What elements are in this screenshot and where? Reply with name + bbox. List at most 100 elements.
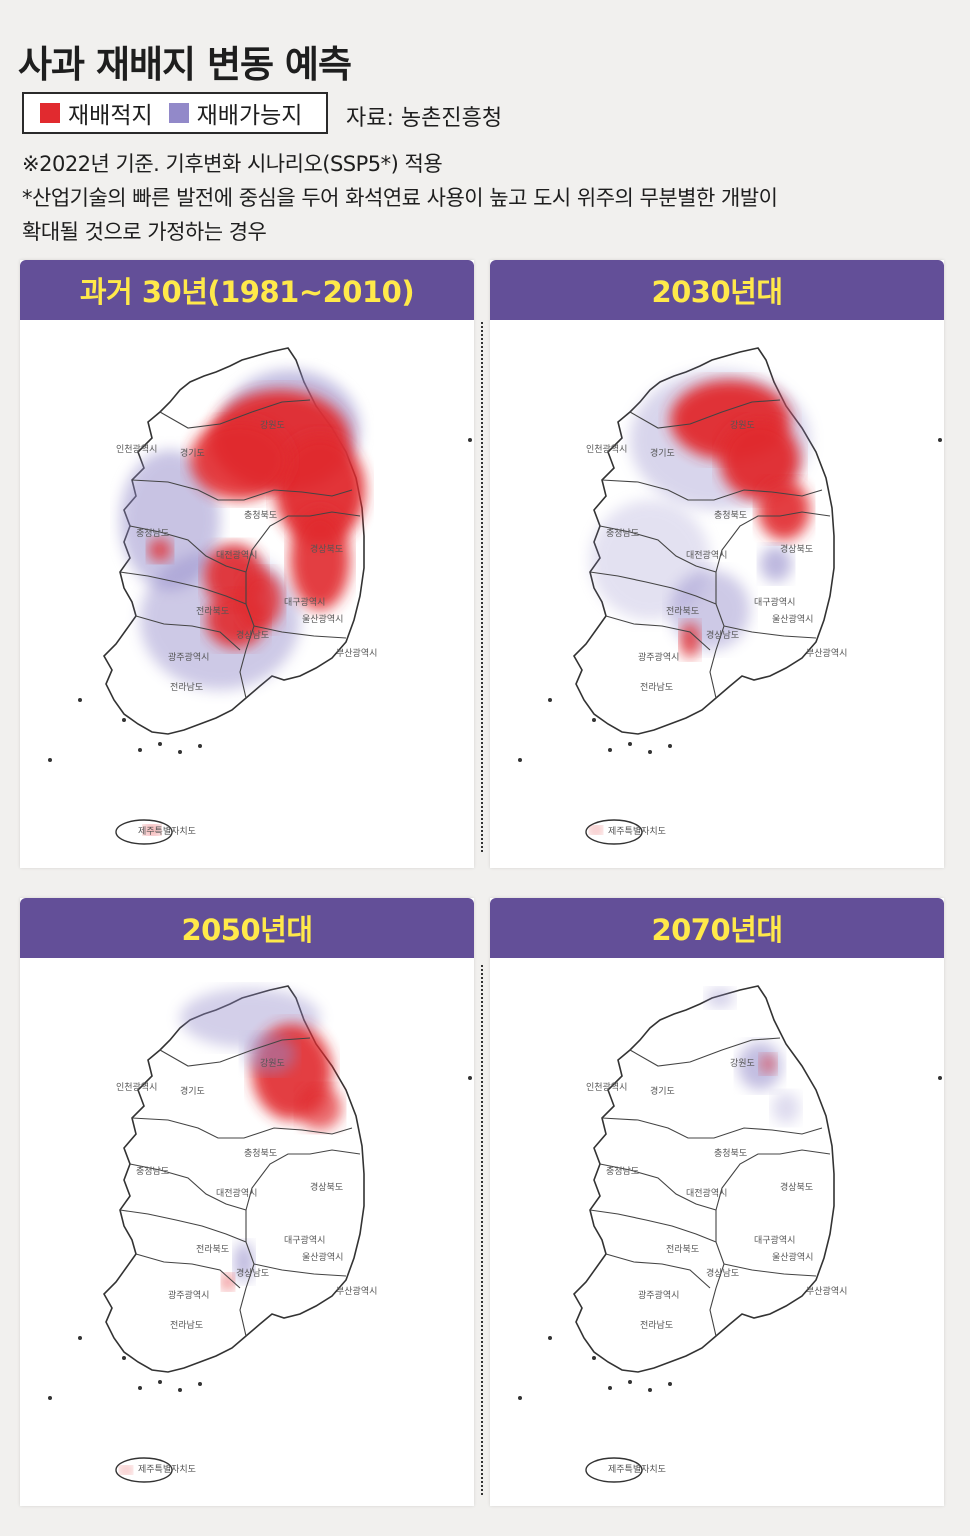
province-border [245,511,361,573]
map-label-ulsan: 울산광역시 [302,613,343,625]
map-label-gangwon: 강원도 [260,420,285,431]
province-border [601,479,823,501]
map-label-daegu: 대구광역시 [754,1234,795,1246]
map-label-incheon: 인천광역시 [586,443,627,455]
island-dot [518,1396,522,1400]
legend-item-suitable: 재배적지 [40,96,153,130]
suitable-area [275,435,365,545]
map-panel-2070s: 2070년대 강원도 인천광역시 경기도 충청북도 충청남도 대전광역시 경상북도 대구광역시… [490,898,944,1506]
island-dot [608,748,612,752]
province-border [253,625,347,639]
province-border [159,399,311,429]
suitable-area [298,1086,342,1130]
panel-title-2050s: 2050년대 [20,898,474,958]
island-dot [138,1386,142,1390]
suitable-area [144,825,160,835]
island-dot [198,744,202,748]
map-label-gyeongbuk: 경상북도 [310,543,343,555]
province-border [159,1037,311,1067]
province-border [119,571,247,605]
island-dot [178,750,182,754]
map-label-gyeongnam: 경상남도 [706,1267,739,1279]
possible-area [706,988,734,1008]
province-border [253,1263,347,1277]
suitable-area [222,1274,234,1290]
legend: 재배적지 재배가능지 [22,92,328,134]
jeju-island-outline [585,1457,643,1483]
mainland-outline [573,985,835,1373]
map-label-gyeonggi: 경기도 [180,1085,205,1097]
map-label-chungbuk: 충청북도 [714,1148,747,1159]
map-label-daegu: 대구광역시 [284,596,325,608]
map-label-daejeon: 대전광역시 [686,549,727,561]
legend-swatch-possible [168,103,189,123]
island-dot [48,758,52,762]
province-border [723,1263,817,1277]
map-label-chungnam: 충청남도 [606,528,639,539]
jeju-island-outline [115,1457,173,1483]
island-dot [608,1386,612,1390]
island-dot [548,1336,552,1340]
map-label-daejeon: 대전광역시 [686,1187,727,1199]
jeju-island-outline [115,819,173,845]
map-label-gangwon: 강원도 [730,1058,755,1069]
map-label-jeonbuk: 전라북도 [666,606,699,617]
possible-area [234,1242,254,1282]
possible-area [738,1042,782,1090]
map-label-chungnam: 충청남도 [606,1166,639,1177]
island-dot [518,758,522,762]
map-label-gyeonggi: 경기도 [650,447,675,459]
island-dot [138,748,142,752]
province-border [589,571,717,605]
map-label-jeonbuk: 전라북도 [196,1244,229,1255]
map-label-gyeongnam: 경상남도 [236,1267,269,1279]
island-dot [668,744,672,748]
island-dot [78,1336,82,1340]
province-border [709,603,725,699]
map-panel-2050s: 2050년대 강원도 인천광역시 경기도 충청북도 충청남도 대전광역시 경상북도 대구광역시… [20,898,474,1506]
island-dot [628,1380,632,1384]
island-dot [468,1076,472,1080]
island-dot [158,742,162,746]
map-label-ulsan: 울산광역시 [772,613,813,625]
island-dot [938,438,942,442]
suitable-area [760,1054,776,1074]
province-border [119,1209,247,1243]
province-border [605,615,711,651]
province-border [131,479,353,501]
map-label-gyeongbuk: 경상북도 [780,1181,813,1193]
map-label-gyeonggi: 경기도 [180,447,205,459]
province-border [601,1117,823,1139]
island-dot [628,742,632,746]
note-scenario: ※2022년 기준. 기후변화 시나리오(SSP5*) 적용 [22,152,443,176]
suitable-area [720,420,800,500]
map-label-busan: 부산광역시 [336,647,377,659]
divider-bottom [481,965,483,1495]
map-label-gyeongnam: 경상남도 [706,629,739,641]
map-panel-2030s: 2030년대 강원도 인천광역시 경기도 충청북도 충청남도 대전광역시 경상북도 대구광역시… [490,260,944,868]
note-ssp5-definition: *산업기술의 빠른 발전에 중심을 두어 화석연료 사용이 높고 도시 위주의 … [22,186,778,210]
province-border [135,1253,241,1289]
island-dot [648,750,652,754]
map-label-gangwon: 강원도 [730,420,755,431]
map-label-chungnam: 충청남도 [136,1166,169,1177]
suitable-area [758,480,810,540]
province-border [239,603,255,699]
possible-area [244,1034,296,1074]
source-credit: 자료: 농촌진흥청 [346,106,503,131]
province-border [629,399,781,429]
province-border [629,1037,781,1067]
map-label-jeonnam: 전라남도 [170,682,203,693]
panel-title-2070s: 2070년대 [490,898,944,958]
panel-title-2030s: 2030년대 [490,260,944,320]
map-label-jeju: 제주특별자치도 [138,1463,196,1475]
province-border [129,525,247,573]
map-label-busan: 부산광역시 [806,1285,847,1297]
province-border [239,1241,255,1337]
map-label-ulsan: 울산광역시 [302,1251,343,1263]
map-label-daegu: 대구광역시 [284,1234,325,1246]
